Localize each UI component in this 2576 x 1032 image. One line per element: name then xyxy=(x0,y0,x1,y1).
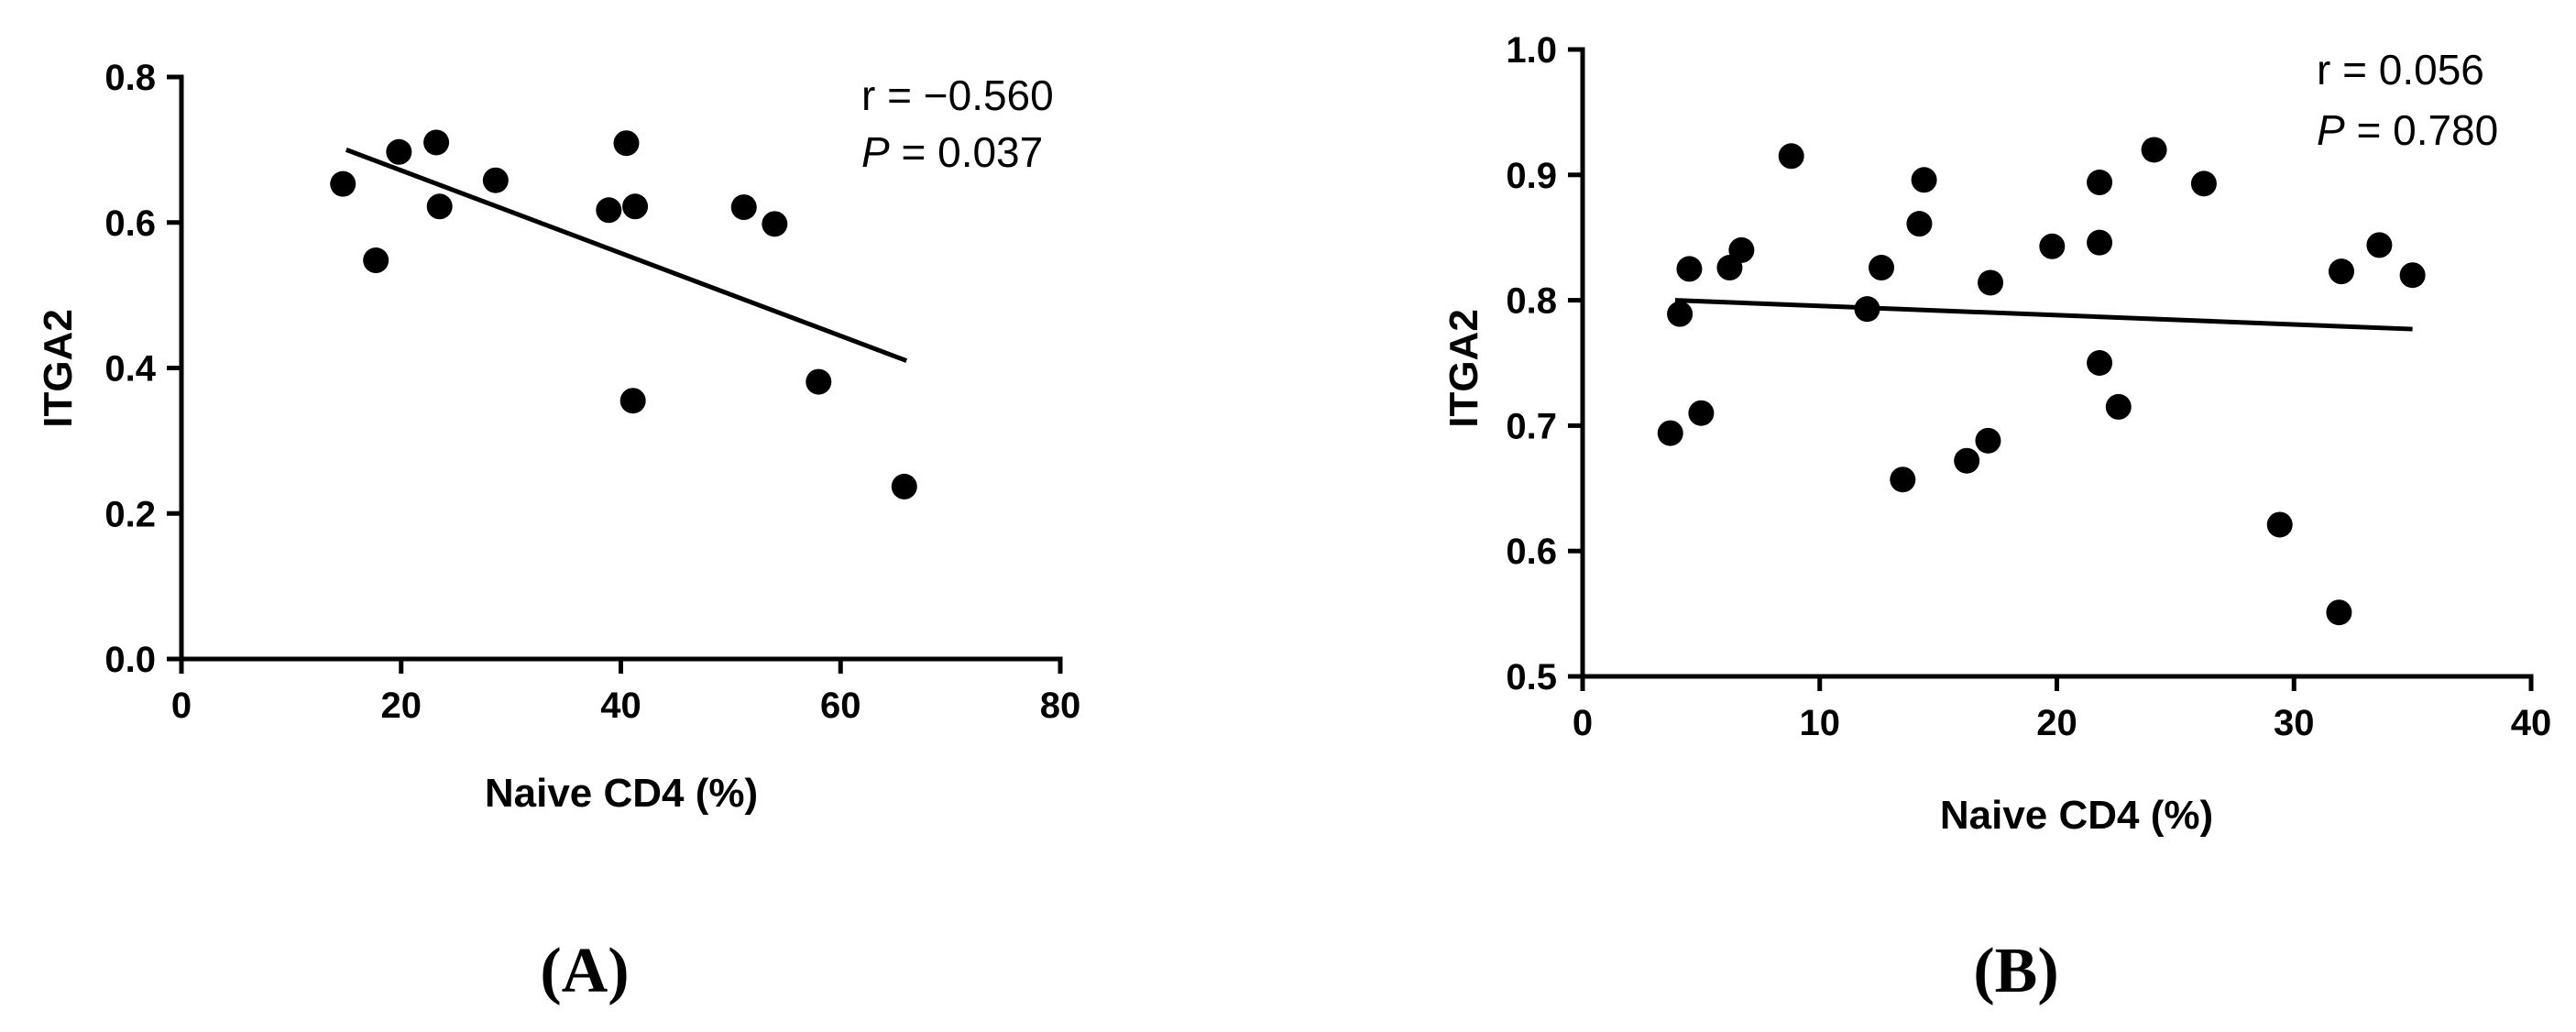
y-tick-label-b: 0.9 xyxy=(1506,156,1557,196)
data-point-a xyxy=(619,388,646,414)
data-point-b xyxy=(2087,170,2113,196)
x-tick-label-b: 40 xyxy=(2511,703,2552,743)
x-tick-label-b: 20 xyxy=(2036,703,2077,743)
p-value-a: P = 0.037 xyxy=(861,128,1043,176)
y-axis-title-b: ITGA2 xyxy=(1441,309,1486,428)
x-tick-label-a: 60 xyxy=(820,686,861,726)
data-point-b xyxy=(1667,301,1694,327)
panel-label-b: (B) xyxy=(1973,936,2058,1006)
y-tick-label-b: 0.8 xyxy=(1506,281,1557,322)
y-tick-label-b: 1.0 xyxy=(1506,30,1557,71)
data-point-b xyxy=(1657,420,1683,446)
data-point-b xyxy=(1975,427,2001,454)
x-tick-label-b: 30 xyxy=(2274,703,2315,743)
data-point-a xyxy=(806,368,832,395)
data-point-a xyxy=(762,211,788,237)
x-tick-label-a: 80 xyxy=(1040,686,1081,726)
stats-annotation-b: r = 0.056 P = 0.780 xyxy=(2317,46,2498,154)
data-point-b xyxy=(1978,269,2004,296)
p-value-b: P = 0.780 xyxy=(2317,106,2498,154)
data-point-b xyxy=(2329,258,2354,285)
data-point-b xyxy=(2326,599,2352,626)
x-axis-title-a: Naive CD4 (%) xyxy=(485,771,758,816)
data-point-a xyxy=(482,167,509,193)
x-tick-label-a: 20 xyxy=(381,686,422,726)
data-point-b xyxy=(1906,211,1933,237)
data-point-b xyxy=(1688,400,1715,426)
x-tick-label-a: 40 xyxy=(600,686,641,726)
stats-annotation-a: r = −0.560 P = 0.037 xyxy=(861,71,1054,176)
p-symbol-a: P xyxy=(861,128,890,176)
data-point-a xyxy=(363,247,389,274)
p-number-a: = 0.037 xyxy=(890,128,1044,176)
data-point-a xyxy=(891,473,917,500)
data-point-b xyxy=(2141,137,2167,163)
data-point-b xyxy=(2266,511,2293,538)
data-point-a xyxy=(596,197,622,224)
y-tick-label-a: 0.8 xyxy=(104,58,156,98)
data-point-a xyxy=(386,138,412,165)
y-tick-label-a: 0.6 xyxy=(104,203,156,244)
y-tick-label-a: 0.2 xyxy=(104,494,156,534)
data-point-b xyxy=(2087,229,2113,256)
data-point-b xyxy=(2039,233,2066,259)
x-tick-label-b: 10 xyxy=(1800,703,1841,743)
p-symbol-b: P xyxy=(2317,106,2345,154)
data-point-b xyxy=(1869,255,1895,281)
x-tick-label-b: 0 xyxy=(1573,703,1593,743)
data-point-b xyxy=(2087,350,2113,376)
y-tick-label-b: 0.7 xyxy=(1506,406,1557,446)
data-point-b xyxy=(2366,232,2393,258)
data-point-a xyxy=(730,194,757,221)
data-point-b xyxy=(1854,296,1880,323)
y-tick-label-a: 0.4 xyxy=(104,349,156,390)
chart-panel-a: r = −0.560 P = 0.037 ITGA2 Naive CD4 (%)… xyxy=(36,58,1080,1006)
regression-line-b xyxy=(1674,298,2413,332)
data-point-a xyxy=(426,193,453,220)
data-point-b xyxy=(1911,167,1937,193)
data-point-b xyxy=(1890,467,1916,493)
data-point-a xyxy=(622,193,649,220)
data-point-b xyxy=(1954,447,1980,474)
y-tick-label-a: 0.0 xyxy=(104,640,156,680)
y-tick-label-b: 0.5 xyxy=(1506,657,1557,697)
data-point-b xyxy=(2105,393,2132,420)
x-axis-title-b: Naive CD4 (%) xyxy=(1940,793,2213,838)
correlation-r-a: r = −0.560 xyxy=(861,71,1054,119)
chart-panel-b: r = 0.056 P = 0.780 ITGA2 Naive CD4 (%) … xyxy=(1441,30,2551,1006)
data-point-a xyxy=(613,130,640,157)
data-point-b xyxy=(1778,143,1804,170)
data-point-b xyxy=(2190,170,2217,197)
data-point-a xyxy=(330,170,356,197)
y-tick-label-b: 0.6 xyxy=(1506,532,1557,572)
p-number-b: = 0.780 xyxy=(2345,106,2499,154)
data-point-b xyxy=(2399,262,2426,289)
data-point-b xyxy=(1728,236,1755,263)
y-axis-title-a: ITGA2 xyxy=(36,309,81,428)
correlation-r-b: r = 0.056 xyxy=(2317,46,2484,93)
data-point-a xyxy=(423,129,450,156)
x-tick-label-a: 0 xyxy=(171,686,192,726)
regression-line-a xyxy=(345,148,908,363)
data-point-b xyxy=(1676,256,1703,282)
panel-label-a: (A) xyxy=(540,936,629,1006)
